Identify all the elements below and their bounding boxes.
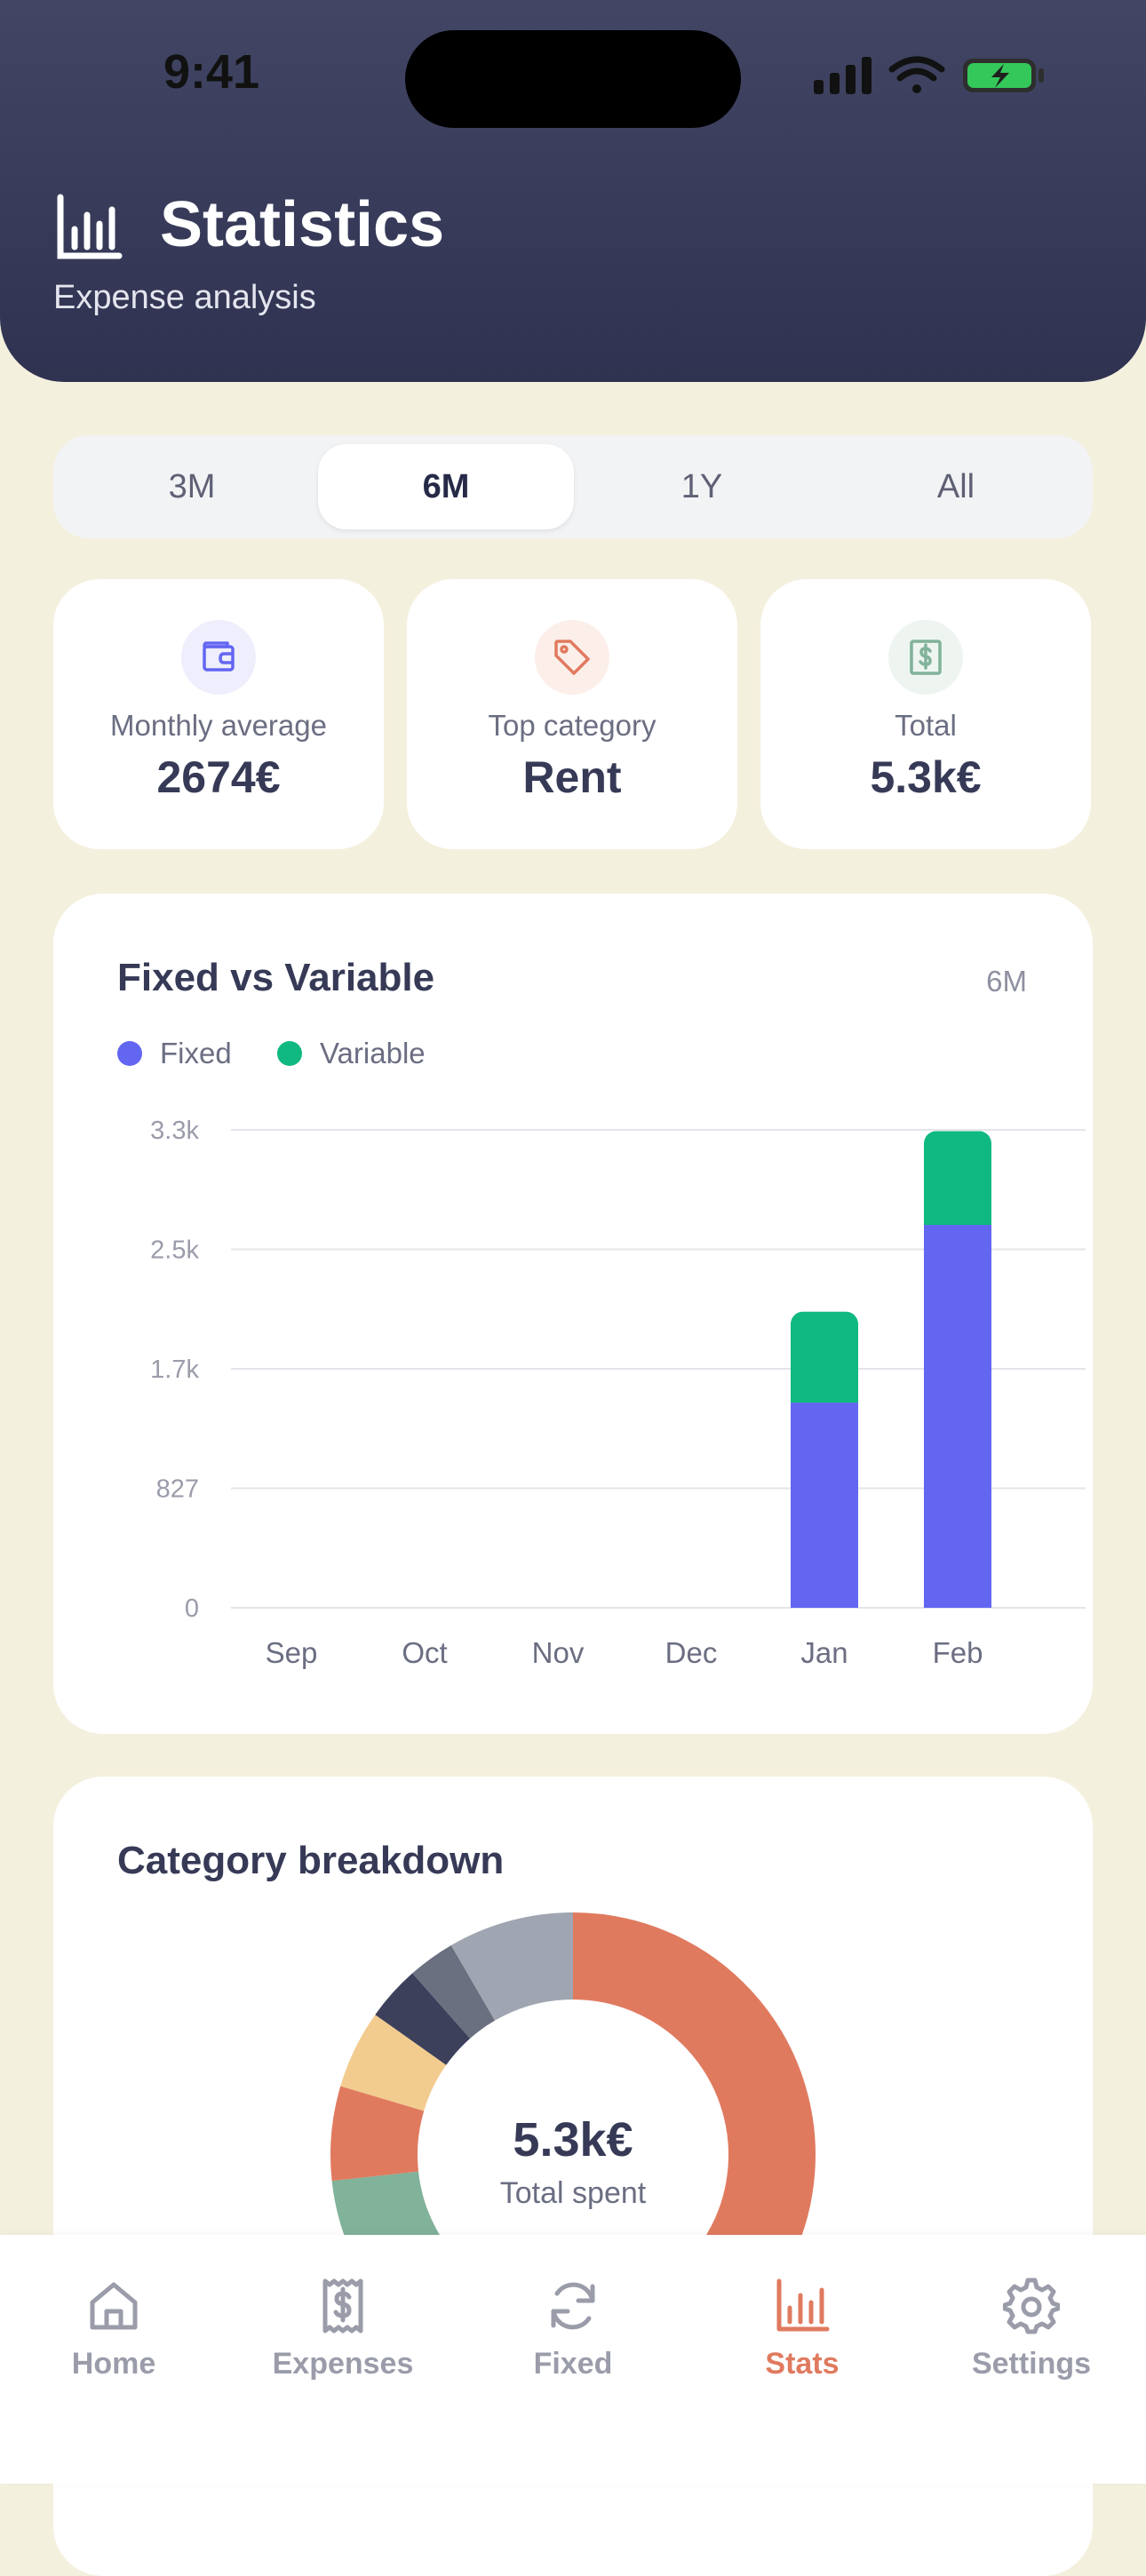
tab-expenses[interactable]: Expenses xyxy=(245,2278,441,2402)
period-option-3m[interactable]: 3M xyxy=(168,467,216,505)
x-tick-label: Oct xyxy=(402,1636,447,1669)
tab-stats[interactable]: Stats xyxy=(704,2278,900,2402)
tab-bar: Home Expenses Fixed xyxy=(0,2235,1146,2484)
stat-value: Rent xyxy=(522,752,622,802)
tab-home[interactable]: Home xyxy=(16,2278,211,2402)
y-tick-label: 0 xyxy=(185,1594,199,1623)
page-subtitle: Expense analysis xyxy=(53,279,316,316)
home-icon xyxy=(90,2282,138,2330)
status-icons xyxy=(814,56,1044,94)
tab-label: Fixed xyxy=(533,2347,613,2381)
signal-icon xyxy=(814,57,871,94)
legend-item-variable: Variable xyxy=(277,1036,426,1071)
receipt-icon xyxy=(322,2278,363,2334)
stat-card-top-category: Top category Rent xyxy=(407,579,737,849)
chart-title: Fixed vs Variable xyxy=(117,956,435,999)
tab-label: Home xyxy=(71,2347,156,2381)
donut-slice-5 xyxy=(412,1944,497,2039)
y-tick-label: 2.5k xyxy=(150,1236,199,1265)
stat-card-monthly-average: Monthly average 2674€ xyxy=(53,579,384,849)
tab-fixed[interactable]: Fixed xyxy=(475,2278,671,2402)
refresh-icon xyxy=(551,2282,595,2330)
status-time: 9:41 xyxy=(163,45,260,99)
dynamic-island xyxy=(405,30,741,128)
period-option-6m[interactable]: 6M xyxy=(318,444,574,529)
page-title: Statistics xyxy=(160,189,445,260)
period-selector: 3M 6M 1Y All xyxy=(53,435,1093,538)
tab-label: Expenses xyxy=(272,2347,414,2381)
x-tick-label: Feb xyxy=(933,1636,983,1669)
donut-slice-6 xyxy=(450,1912,575,2022)
y-tick-label: 1.7k xyxy=(150,1356,199,1384)
battery-icon xyxy=(963,59,1044,92)
bar-fixed-feb xyxy=(924,1225,991,1608)
x-tick-label: Dec xyxy=(665,1636,718,1669)
y-tick-label: 3.3k xyxy=(150,1117,199,1145)
stat-icon-bg xyxy=(181,620,256,695)
tab-label: Stats xyxy=(765,2347,840,2381)
legend-dot-variable xyxy=(277,1041,302,1066)
legend-item-fixed: Fixed xyxy=(117,1036,232,1071)
tab-label: Settings xyxy=(971,2347,1092,2381)
bar-variable-jan xyxy=(791,1311,858,1403)
card-title: Category breakdown xyxy=(117,1839,505,1882)
donut-slice-4 xyxy=(375,1973,471,2066)
stat-icon-bg xyxy=(888,620,963,695)
stat-value: 5.3k€ xyxy=(870,752,982,802)
period-option-all[interactable]: All xyxy=(936,467,975,505)
y-tick-label: 827 xyxy=(156,1475,199,1504)
chart-range-label: 6M xyxy=(986,965,1027,998)
x-tick-label: Sep xyxy=(266,1636,318,1669)
stat-card-total: Total 5.3k€ xyxy=(760,579,1091,849)
donut-slice-3 xyxy=(340,2015,447,2112)
x-tick-label: Nov xyxy=(532,1636,585,1669)
dollar-receipt-icon xyxy=(910,640,942,675)
legend-label: Fixed xyxy=(160,1037,232,1069)
stacked-bar-chart: 0 827 1.7k 2.5k 3.3k Sep Oct Nov Dec Jan Feb xyxy=(150,1117,1086,1669)
bar-fixed-jan xyxy=(791,1403,858,1608)
period-option-1y[interactable]: 1Y xyxy=(680,467,723,505)
bar-chart-icon xyxy=(776,2278,830,2332)
tag-icon xyxy=(554,640,590,675)
legend-label: Variable xyxy=(320,1037,426,1069)
tab-settings[interactable]: Settings xyxy=(934,2278,1129,2402)
stat-value: 2674€ xyxy=(156,752,281,802)
gear-icon xyxy=(1003,2278,1060,2334)
stat-label: Total xyxy=(895,709,957,742)
wifi-icon xyxy=(888,56,945,93)
bar-variable-feb xyxy=(924,1131,991,1226)
donut-slice-2 xyxy=(330,2086,425,2182)
header: 9:41 Statistics Expense analy xyxy=(0,0,1146,382)
donut-center-label: Total spent xyxy=(499,2176,647,2210)
legend-dot-fixed xyxy=(117,1041,142,1066)
wallet-icon xyxy=(203,641,235,672)
stat-icon-bg xyxy=(535,620,609,695)
bar-chart-icon xyxy=(57,194,123,259)
fixed-vs-variable-card: Fixed vs Variable 6M Fixed Variable 0 827… xyxy=(53,894,1093,1734)
donut-center-value: 5.3k€ xyxy=(513,2113,633,2167)
x-tick-label: Jan xyxy=(800,1636,848,1669)
stat-label: Monthly average xyxy=(110,709,327,742)
stat-label: Top category xyxy=(488,709,657,742)
